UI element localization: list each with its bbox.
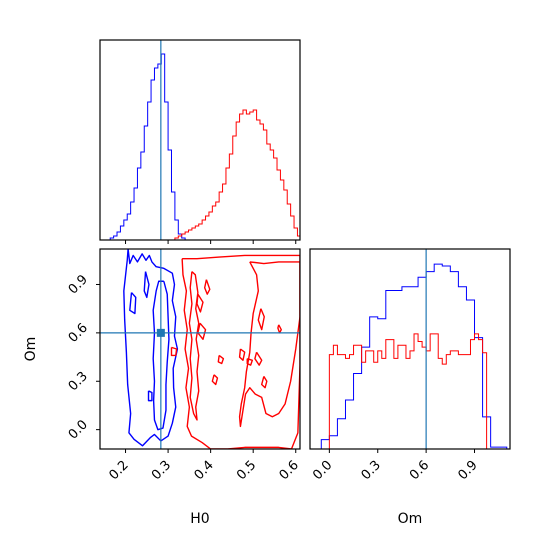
contour-y-tick-label: 0.9 — [66, 272, 91, 297]
contour-series-group — [123, 249, 300, 449]
blue-contour-line — [152, 280, 170, 431]
h0-histogram-red-series — [174, 109, 300, 240]
contour-x-tick-label: 0.3 — [149, 458, 174, 483]
red-contour-line — [182, 254, 300, 260]
contour-x-tick-label: 0.5 — [234, 458, 259, 483]
contour-frame — [99, 248, 301, 450]
red-contour-line — [254, 351, 263, 366]
h0-histogram-frame — [99, 39, 301, 241]
red-contour-line — [170, 346, 178, 357]
h0-histogram-blue-series — [109, 53, 186, 240]
om-histogram-x-axis-label: Om — [398, 511, 423, 527]
om-histogram-x-tick-label: 0.9 — [455, 458, 480, 483]
red-contour-line — [188, 271, 200, 421]
red-contour-line — [261, 376, 268, 389]
red-contour-line — [197, 322, 207, 341]
contour-y-tick-label: 0.3 — [66, 369, 91, 394]
om-histogram-x-tick-label: 0.3 — [359, 458, 384, 483]
truth-point-marker — [156, 328, 165, 337]
blue-contour-line — [143, 271, 150, 299]
red-contour-line — [203, 279, 211, 295]
red-contour-line — [277, 324, 282, 334]
red-contour-line — [238, 348, 246, 361]
contour-x-tick-label: 0.4 — [192, 458, 217, 483]
contour-x-tick-label: 0.6 — [277, 458, 302, 483]
contour-x-axis-label: H0 — [190, 511, 209, 527]
contour-x-tick-label: 0.2 — [106, 458, 131, 483]
red-contour-line — [196, 293, 204, 313]
om-histogram-frame — [309, 248, 511, 450]
contour-y-axis-label: Om — [23, 337, 39, 362]
om-histogram-x-tick-label: 0.6 — [407, 458, 432, 483]
contour-y-tick-label: 0.0 — [66, 417, 91, 442]
red-contour-line — [238, 261, 300, 428]
red-contour-line — [211, 374, 219, 386]
om-histogram-series-group — [320, 263, 508, 449]
red-contour-line — [181, 255, 300, 449]
red-contour-line — [246, 358, 254, 366]
om-histogram-red-series — [328, 333, 491, 449]
blue-contour-line — [147, 390, 153, 402]
om-histogram-blue-series — [320, 263, 508, 449]
blue-contour-line — [129, 292, 137, 315]
om-histogram-x-tick-label: 0.0 — [310, 458, 335, 483]
h0-histogram-series-group — [109, 53, 300, 240]
blue-contour-line — [123, 249, 179, 447]
red-contour-line — [217, 354, 225, 365]
red-contour-line — [257, 308, 265, 331]
contour-y-tick-label: 0.6 — [66, 321, 91, 346]
